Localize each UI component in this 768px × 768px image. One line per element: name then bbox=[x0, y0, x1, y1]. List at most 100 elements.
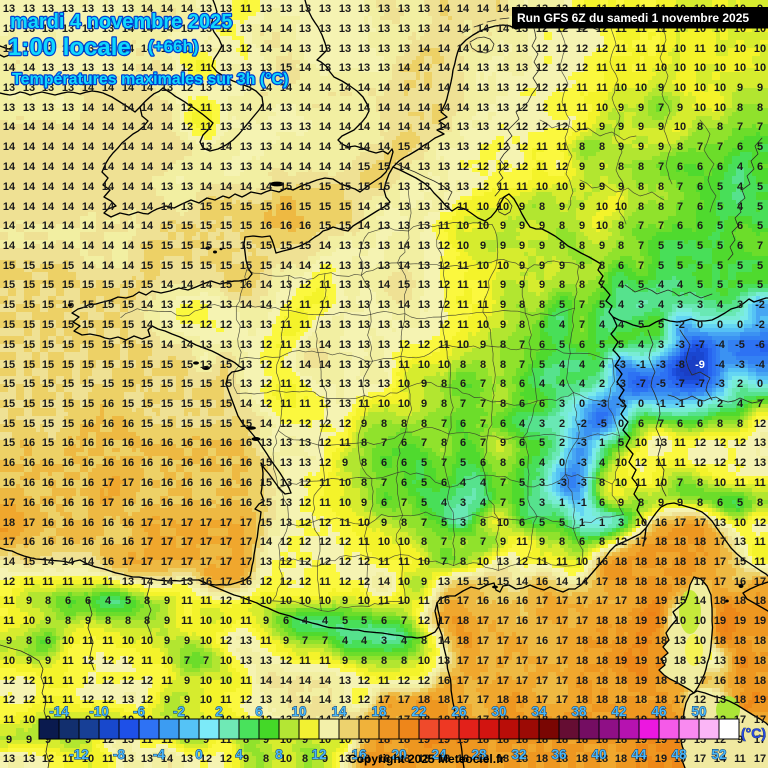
svg-text:18: 18 bbox=[615, 615, 627, 627]
svg-text:13: 13 bbox=[260, 694, 272, 706]
svg-text:16: 16 bbox=[122, 457, 134, 469]
svg-text:15: 15 bbox=[42, 260, 54, 272]
svg-text:12: 12 bbox=[694, 457, 706, 469]
svg-text:17: 17 bbox=[674, 694, 686, 706]
svg-text:8: 8 bbox=[599, 536, 605, 548]
svg-text:10: 10 bbox=[734, 43, 746, 55]
svg-text:12: 12 bbox=[200, 753, 212, 765]
svg-text:12: 12 bbox=[516, 556, 528, 568]
svg-text:14: 14 bbox=[260, 418, 273, 430]
svg-text:15: 15 bbox=[299, 201, 311, 213]
svg-text:9: 9 bbox=[500, 319, 506, 331]
svg-text:12: 12 bbox=[181, 102, 193, 114]
svg-text:3: 3 bbox=[638, 299, 644, 311]
svg-text:15: 15 bbox=[161, 378, 173, 390]
svg-text:14: 14 bbox=[122, 82, 135, 94]
svg-text:12: 12 bbox=[260, 339, 272, 351]
svg-text:15: 15 bbox=[200, 378, 212, 390]
svg-text:8: 8 bbox=[618, 161, 624, 173]
svg-text:14: 14 bbox=[398, 121, 411, 133]
svg-text:17: 17 bbox=[556, 635, 568, 647]
svg-text:-3: -3 bbox=[616, 398, 626, 410]
svg-text:15: 15 bbox=[42, 398, 54, 410]
svg-text:18: 18 bbox=[596, 753, 608, 765]
svg-text:15: 15 bbox=[3, 378, 15, 390]
svg-text:9: 9 bbox=[6, 734, 12, 746]
svg-text:11: 11 bbox=[358, 398, 370, 410]
svg-text:10: 10 bbox=[497, 260, 509, 272]
svg-text:3: 3 bbox=[539, 418, 545, 430]
svg-text:14: 14 bbox=[23, 240, 36, 252]
svg-text:14: 14 bbox=[339, 82, 352, 94]
svg-text:17: 17 bbox=[497, 675, 509, 687]
svg-text:18: 18 bbox=[674, 536, 686, 548]
svg-text:17: 17 bbox=[457, 675, 469, 687]
svg-text:9: 9 bbox=[184, 675, 190, 687]
svg-text:15: 15 bbox=[398, 141, 410, 153]
svg-text:10: 10 bbox=[418, 655, 430, 667]
svg-text:11: 11 bbox=[635, 477, 647, 489]
svg-text:13: 13 bbox=[339, 675, 351, 687]
svg-text:10: 10 bbox=[358, 595, 370, 607]
svg-text:13: 13 bbox=[418, 201, 430, 213]
svg-text:14: 14 bbox=[62, 240, 75, 252]
svg-text:16: 16 bbox=[200, 497, 212, 509]
svg-text:14: 14 bbox=[220, 181, 233, 193]
svg-text:10: 10 bbox=[596, 220, 608, 232]
svg-text:17: 17 bbox=[161, 517, 173, 529]
svg-text:15: 15 bbox=[23, 279, 35, 291]
svg-text:13: 13 bbox=[181, 161, 193, 173]
svg-text:6: 6 bbox=[539, 319, 545, 331]
svg-text:18: 18 bbox=[714, 635, 726, 647]
svg-text:3: 3 bbox=[381, 635, 387, 647]
svg-text:15: 15 bbox=[280, 240, 292, 252]
svg-text:13: 13 bbox=[42, 43, 54, 55]
svg-text:8: 8 bbox=[500, 359, 506, 371]
svg-text:12: 12 bbox=[260, 398, 272, 410]
svg-text:3: 3 bbox=[460, 497, 466, 509]
svg-text:4: 4 bbox=[460, 477, 467, 489]
svg-text:2: 2 bbox=[737, 378, 743, 390]
svg-text:-1: -1 bbox=[636, 359, 646, 371]
svg-text:-2: -2 bbox=[173, 704, 185, 719]
svg-text:8: 8 bbox=[460, 359, 466, 371]
svg-text:18: 18 bbox=[674, 655, 686, 667]
svg-text:15: 15 bbox=[23, 319, 35, 331]
svg-text:17: 17 bbox=[694, 517, 706, 529]
svg-text:13: 13 bbox=[102, 23, 114, 35]
svg-text:13: 13 bbox=[674, 635, 686, 647]
svg-text:7: 7 bbox=[381, 477, 387, 489]
svg-text:13: 13 bbox=[378, 260, 390, 272]
svg-text:13: 13 bbox=[3, 753, 15, 765]
svg-text:13: 13 bbox=[181, 753, 193, 765]
svg-text:16: 16 bbox=[655, 517, 667, 529]
svg-text:15: 15 bbox=[220, 359, 232, 371]
svg-text:8: 8 bbox=[717, 418, 723, 430]
svg-text:10: 10 bbox=[694, 102, 706, 114]
svg-text:10: 10 bbox=[200, 694, 212, 706]
svg-text:6: 6 bbox=[697, 418, 703, 430]
svg-text:19: 19 bbox=[655, 753, 667, 765]
svg-text:18: 18 bbox=[655, 576, 667, 588]
svg-text:13: 13 bbox=[378, 62, 390, 74]
svg-text:18: 18 bbox=[596, 655, 608, 667]
svg-text:14: 14 bbox=[457, 3, 470, 15]
svg-text:15: 15 bbox=[161, 260, 173, 272]
svg-text:14: 14 bbox=[398, 102, 411, 114]
svg-text:13: 13 bbox=[42, 102, 54, 114]
svg-text:16: 16 bbox=[280, 220, 292, 232]
svg-text:12: 12 bbox=[299, 536, 311, 548]
svg-text:14: 14 bbox=[141, 82, 154, 94]
svg-text:18: 18 bbox=[516, 694, 528, 706]
svg-text:18: 18 bbox=[378, 753, 390, 765]
svg-text:14: 14 bbox=[23, 201, 36, 213]
svg-text:11: 11 bbox=[280, 319, 292, 331]
svg-text:9: 9 bbox=[500, 536, 506, 548]
svg-text:8: 8 bbox=[105, 615, 111, 627]
svg-text:12: 12 bbox=[754, 517, 766, 529]
svg-text:15: 15 bbox=[141, 279, 153, 291]
svg-text:17: 17 bbox=[556, 675, 568, 687]
svg-text:7: 7 bbox=[322, 635, 328, 647]
svg-text:13: 13 bbox=[122, 753, 134, 765]
svg-text:13: 13 bbox=[438, 161, 450, 173]
